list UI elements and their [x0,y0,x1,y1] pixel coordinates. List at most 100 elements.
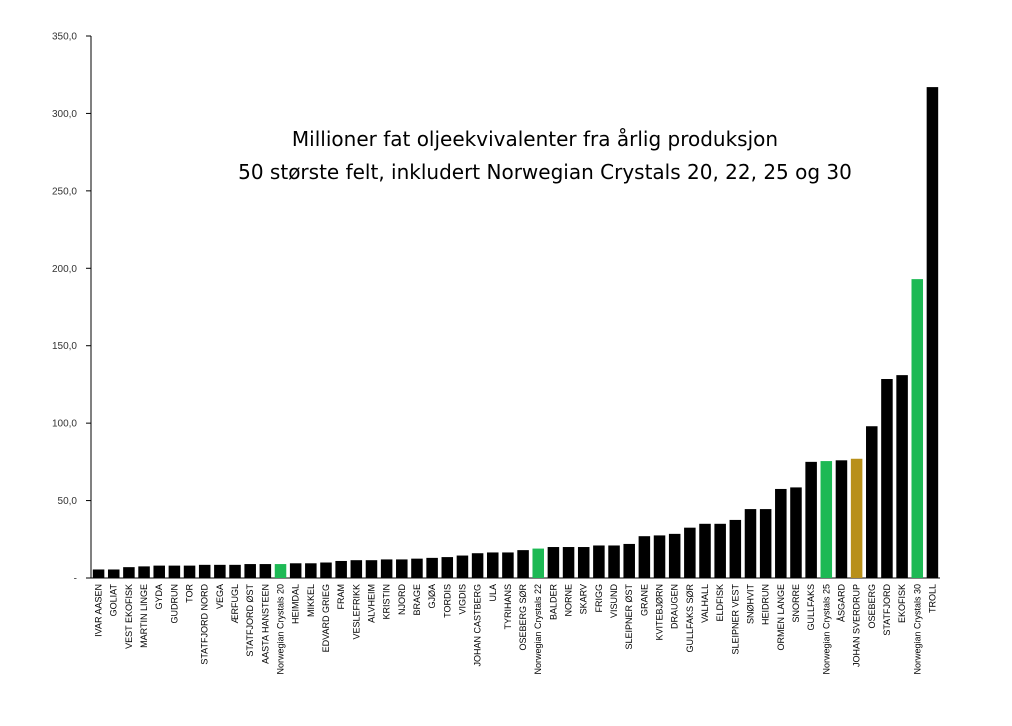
bar [532,548,545,578]
x-tick-label: ELDFISK [715,584,725,622]
bar [866,426,878,578]
x-tick-label: GYDA [154,584,164,610]
bar [638,536,651,578]
y-tick-label: 250,0 [52,186,77,197]
y-tick-label: 150,0 [52,341,77,352]
x-tick-label: GULLFAKS SØR [685,584,695,653]
chart-title: Millioner fat oljeekvivalenter fra årlig… [238,127,852,184]
x-tick-label: VALHALL [700,584,710,623]
bar [350,560,363,578]
bar [805,461,817,578]
x-tick-label: GULLFAKS [806,584,816,631]
x-tick-label: ÆRFUGL [230,584,240,624]
x-tick-label: VEGA [215,584,225,609]
x-tick-label: Norwegian Crystals 30 [912,584,922,675]
bar [411,558,423,578]
bar [623,543,635,578]
bar [502,552,514,578]
x-tick-label: OSEBERG SØR [518,583,528,650]
bar [335,560,347,578]
bar [820,461,833,578]
bar [790,487,802,578]
x-tick-label: VESLEFRIKK [351,584,361,640]
x-tick-label: ALVHEIM [366,584,376,623]
x-tick-label: ULA [488,584,498,602]
bar [729,519,742,578]
x-tick-label: JOHAN CASTBERG [473,584,483,667]
bar [926,87,939,579]
bar [471,553,484,578]
bar [107,569,120,578]
bar [653,535,666,578]
bar [168,565,181,578]
x-tick-label: VISUND [609,584,619,619]
x-tick-label: STATFJORD NORD [200,584,210,665]
x-tick-label: KVITEBJØRN [655,584,665,641]
bar [775,488,787,578]
x-tick-label: TOR [185,584,195,603]
x-tick-label: BRAGE [412,584,422,616]
x-tick-label: SLEIPNER ØST [624,584,634,650]
x-tick-label: FRIGG [594,584,604,613]
x-tick-label: TYRIHANS [503,584,513,630]
x-tick-label: DRAUGEN [670,584,680,629]
chart-title-line-2: 50 største felt, inkludert Norwegian Cry… [238,160,852,184]
bar [456,555,469,578]
bar [714,523,726,578]
x-tick-label: SNØHVIT [745,584,755,625]
x-tick-label: HEIMDAL [291,584,301,624]
bar [259,564,272,578]
bar [92,569,105,578]
y-tick-label: 350,0 [52,32,77,43]
x-tick-label: SNORRE [791,584,801,623]
x-tick-label: GRANE [639,584,649,616]
bar [835,460,848,578]
x-tick-label: HEIDRUN [761,584,771,625]
x-tick-label: JOHAN SVERDRUP [852,584,862,667]
bar [244,564,256,578]
x-tick-label: STATFJORD ØST [245,584,255,657]
bar [911,279,924,578]
bar [517,550,529,578]
bar [547,547,560,578]
bar [744,509,757,578]
bar [608,545,620,578]
chart-title-line-1: Millioner fat oljeekvivalenter fra årlig… [292,127,778,151]
bar [699,523,711,578]
y-tick-label: 100,0 [52,419,77,430]
bar [123,567,135,578]
x-tick-label: FRAM [336,584,346,610]
x-tick-label: TORDIS [442,584,452,618]
x-tick-label: STATFJORD [882,584,892,636]
bar [668,533,681,578]
x-tick-label: BALDER [548,584,558,621]
x-tick-label: Norwegian Crystals 25 [821,584,831,675]
bar [896,375,908,578]
bar [380,559,393,578]
x-tick-label: GUDRUN [169,584,179,624]
bar [305,563,317,578]
x-tick-label: SKARV [579,584,589,614]
x-tick-label: GJØA [427,584,437,609]
bar [562,547,575,578]
x-tick-label: KRISTIN [382,584,392,620]
x-tick-label: MIKKEL [306,584,316,617]
bar [365,560,378,578]
x-tick-label: GOLIAT [109,584,119,617]
y-tick-label: 300,0 [52,109,77,120]
bar [274,564,287,578]
bar [684,527,696,578]
x-tick-label: VEST EKOFISK [124,584,134,649]
bar [214,564,226,578]
bar [759,509,772,578]
x-tick-label: EDVARD GRIEG [321,584,331,652]
x-tick-label: ÅSGARD [836,584,846,623]
bar [881,379,893,578]
bar [153,565,165,578]
y-tick-label: 50,0 [58,496,78,507]
y-tick-label: - [74,574,77,585]
y-axis: - 50,0 100,0 150,0 200,0 250,0 300,0 350,0 [52,32,92,585]
bar [486,552,499,578]
x-tick-label: Norwegian Crystals 22 [533,584,543,675]
